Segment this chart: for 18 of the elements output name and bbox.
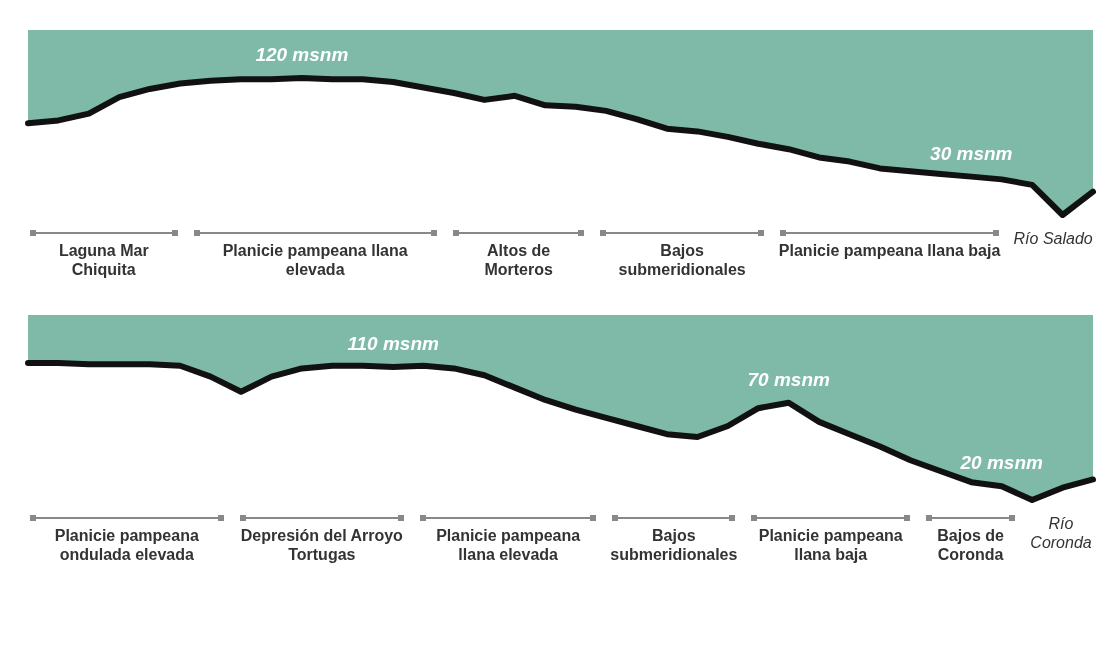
text: Río Salado bbox=[1013, 229, 1093, 248]
annotation: 120 msnm bbox=[255, 43, 349, 65]
annotation: 70 msnm bbox=[747, 368, 831, 390]
text: Bajos submeridionales bbox=[617, 241, 747, 279]
text: Bajos de Coronda bbox=[936, 526, 1005, 564]
text: Planicie pampeana llana elevada bbox=[221, 241, 409, 279]
text: Altos de Morteros bbox=[483, 241, 554, 279]
text: Planicie pampeana llana baja bbox=[757, 526, 904, 564]
text: Planicie pampeana llana baja bbox=[777, 241, 1002, 260]
text: Planicie pampeana llana elevada bbox=[435, 526, 582, 564]
annotation: 110 msnm bbox=[347, 333, 440, 355]
text: Planicie pampeana ondulada elevada bbox=[53, 526, 200, 564]
text: Laguna Mar Chiquita bbox=[57, 241, 150, 279]
text: Bajos submeridionales bbox=[610, 526, 738, 564]
annotation: 20 msnm bbox=[959, 452, 1044, 474]
annotation: 30 msnm bbox=[930, 142, 1013, 164]
text: Río Coronda bbox=[1029, 514, 1093, 552]
text: Depresión del Arroyo Tortugas bbox=[239, 526, 404, 564]
